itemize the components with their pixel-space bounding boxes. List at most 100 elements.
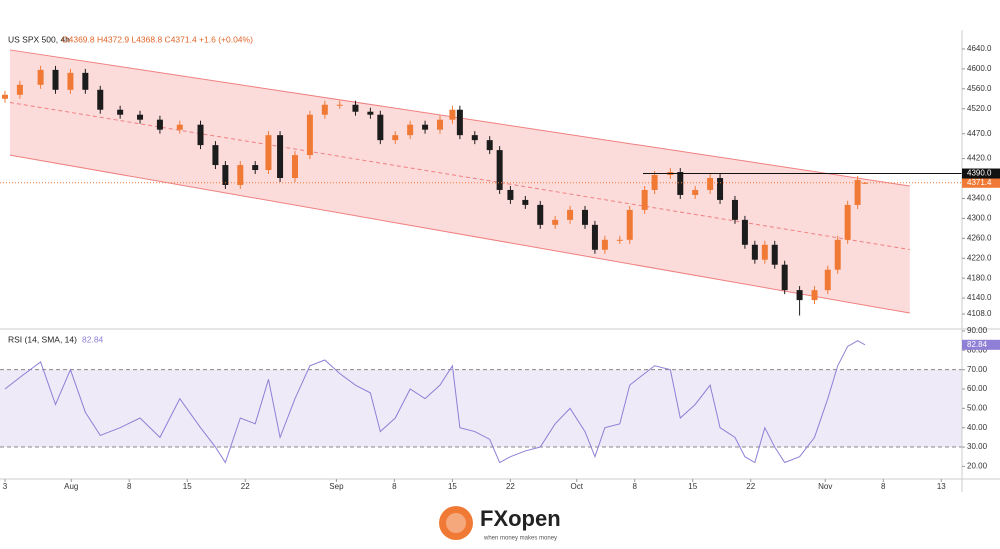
candle-body bbox=[811, 290, 818, 301]
level-badge bbox=[962, 168, 1000, 179]
y-tick-label: 90.00 bbox=[967, 326, 988, 335]
y-tick-label: 4220.0 bbox=[967, 253, 992, 262]
level-label: 4390.0 bbox=[967, 169, 992, 178]
candle-body bbox=[252, 165, 259, 171]
candle-body bbox=[692, 189, 699, 195]
candle-body bbox=[1, 94, 8, 99]
y-tick-label: 4520.0 bbox=[967, 104, 992, 113]
candle-body bbox=[407, 124, 414, 136]
candle-body bbox=[507, 189, 514, 200]
candle-body bbox=[456, 109, 463, 136]
candle-body bbox=[567, 209, 574, 220]
candle-body bbox=[222, 165, 229, 185]
candle-body bbox=[834, 239, 841, 270]
x-tick-label: Oct bbox=[570, 482, 583, 491]
channel-median bbox=[9, 102, 910, 251]
candle-body bbox=[137, 114, 144, 120]
rsi-badge-label: 82.84 bbox=[967, 340, 988, 349]
candle-body bbox=[291, 155, 298, 179]
candle-body bbox=[197, 124, 204, 146]
symbol: US SPX 500, 4h bbox=[8, 34, 70, 44]
y-tick-label: 50.00 bbox=[967, 403, 988, 412]
candle-body bbox=[496, 150, 503, 190]
x-tick-label: Nov bbox=[818, 482, 832, 491]
candle-body bbox=[449, 109, 456, 120]
candle-body bbox=[321, 104, 328, 115]
candle-body bbox=[761, 244, 768, 260]
candle-body bbox=[616, 239, 623, 241]
candle-body bbox=[212, 145, 219, 166]
candle-body bbox=[781, 264, 788, 291]
candle-body bbox=[537, 204, 544, 225]
candle-body bbox=[265, 135, 272, 171]
candle-body bbox=[717, 178, 724, 200]
candle-body bbox=[422, 124, 429, 130]
x-tick-label: 22 bbox=[241, 482, 250, 491]
y-tick-label: 4140.0 bbox=[967, 293, 992, 302]
logo-icon-inner bbox=[446, 513, 466, 533]
x-tick-label: 8 bbox=[127, 482, 132, 491]
y-tick-label: 40.00 bbox=[967, 423, 988, 432]
candle-body bbox=[471, 135, 478, 141]
x-tick-label: 3 bbox=[3, 482, 8, 491]
x-tick-label: 22 bbox=[746, 482, 755, 491]
candle-body bbox=[306, 114, 313, 156]
candle-body bbox=[844, 204, 851, 240]
y-tick-label: 4560.0 bbox=[967, 84, 992, 93]
y-tick-label: 4260.0 bbox=[967, 233, 992, 242]
candle-body bbox=[601, 239, 608, 250]
candle-body bbox=[37, 69, 44, 85]
candle-body bbox=[581, 209, 588, 225]
rsi-line bbox=[4, 340, 866, 464]
candle-body bbox=[591, 224, 598, 250]
candle-body bbox=[176, 124, 183, 130]
x-tick-label: 13 bbox=[937, 482, 946, 491]
candle-body bbox=[367, 111, 374, 115]
y-tick-label: 4180.0 bbox=[967, 273, 992, 282]
y-tick-label: 80.00 bbox=[967, 345, 988, 354]
y-tick-label: 4470.0 bbox=[967, 129, 992, 138]
y-tick-label: 4420.0 bbox=[967, 154, 992, 163]
channel-fill bbox=[9, 49, 910, 314]
y-tick-label: 4108.0 bbox=[967, 309, 992, 318]
candle-body bbox=[117, 109, 124, 115]
candle-body bbox=[392, 135, 399, 141]
candle-body bbox=[641, 189, 648, 210]
candle-body bbox=[52, 69, 59, 90]
candle-body bbox=[156, 119, 163, 130]
x-tick-label: 15 bbox=[688, 482, 697, 491]
candle-body bbox=[522, 199, 529, 205]
candle-body bbox=[771, 244, 778, 265]
candle-body bbox=[731, 199, 738, 220]
y-tick-label: 20.00 bbox=[967, 462, 988, 471]
logo-tagline: when money makes money bbox=[483, 536, 557, 542]
candle-body bbox=[862, 182, 869, 184]
y-tick-label: 70.00 bbox=[967, 365, 988, 374]
candle-body bbox=[352, 104, 359, 112]
candle-body bbox=[436, 119, 443, 130]
candle-body bbox=[486, 140, 493, 151]
x-tick-label: Aug bbox=[64, 482, 78, 491]
y-tick-label: 4600.0 bbox=[967, 64, 992, 73]
candle-body bbox=[677, 172, 684, 195]
plot-layer bbox=[0, 49, 962, 464]
candle-body bbox=[824, 269, 831, 291]
candle-body bbox=[854, 179, 861, 205]
x-tick-label: 15 bbox=[183, 482, 192, 491]
x-tick-label: Sep bbox=[329, 482, 344, 491]
candle-body bbox=[237, 165, 244, 185]
rsi-band bbox=[0, 369, 962, 448]
candle-body bbox=[741, 219, 748, 245]
candle-body bbox=[67, 72, 74, 90]
y-tick-label: 30.00 bbox=[967, 442, 988, 451]
rsi-value: 82.84 bbox=[82, 334, 104, 344]
x-tick-label: 8 bbox=[881, 482, 886, 491]
candle-body bbox=[707, 178, 714, 190]
quote: O4369.8 H4372.9 L4368.8 C4371.4 +1.6 (+0… bbox=[62, 34, 253, 44]
candle-body bbox=[751, 244, 758, 260]
logo: FXopen when money makes money bbox=[439, 506, 561, 542]
candle-body bbox=[377, 114, 384, 141]
rsi-title: RSI (14, SMA, 14) bbox=[8, 334, 77, 344]
